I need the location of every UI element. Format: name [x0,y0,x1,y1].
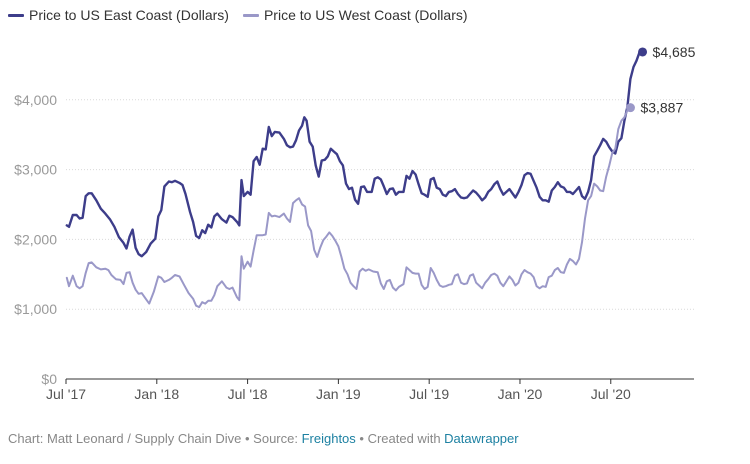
x-tick-label-4: Jul '19 [409,386,449,402]
legend-label-west-coast: Price to US West Coast (Dollars) [263,7,468,23]
footer-credit: Chart: Matt Leonard / Supply Chain Dive … [8,431,302,446]
legend-swatch-west-coast [242,13,259,17]
x-tick-label-6: Jul '20 [591,386,631,402]
legend: Price to US East Coast (Dollars) Price t… [8,7,468,23]
end-label-east-coast: $4,685 [653,44,696,60]
footer-datawrapper-link[interactable]: Datawrapper [444,431,519,446]
end-label-west-coast: $3,887 [640,100,683,116]
x-tick-label-1: Jan '18 [134,386,179,402]
line-chart: $0 $1,000 $2,000 $3,000 $4,000 Jul '17 Jan '18… [14,44,696,402]
x-tick-label-0: Jul '17 [46,386,86,402]
legend-label-east-coast: Price to US East Coast (Dollars) [29,7,229,23]
series-line-west-coast [65,106,632,309]
x-tick-label-3: Jan '19 [316,386,361,402]
end-dot-west-coast [625,103,635,113]
footer-source-link[interactable]: Freightos [301,431,356,446]
x-tick-label-5: Jan '20 [498,386,543,402]
legend-swatch-east-coast [8,13,24,17]
footer-middle-text: • Created with [355,431,445,446]
y-tick-label-4000: $4,000 [14,92,57,108]
y-tick-label-0: $0 [41,371,57,387]
legend-item-east-coast: Price to US East Coast (Dollars) [8,7,229,23]
legend-item-west-coast: Price to US West Coast (Dollars) [242,7,468,23]
end-dot-east-coast [638,47,648,57]
x-tick-label-2: Jul '18 [228,386,268,402]
series-line-east-coast [65,50,644,258]
chart-footer: Chart: Matt Leonard / Supply Chain Dive … [8,431,519,446]
y-tick-label-2000: $2,000 [14,231,57,247]
y-tick-label-1000: $1,000 [14,301,57,317]
y-tick-label-3000: $3,000 [14,162,57,178]
